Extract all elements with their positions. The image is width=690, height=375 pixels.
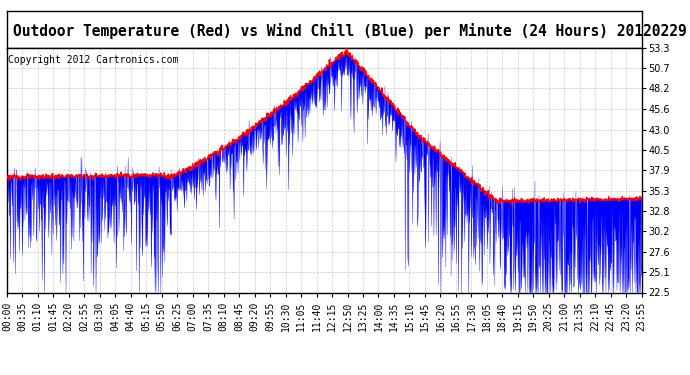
Text: Copyright 2012 Cartronics.com: Copyright 2012 Cartronics.com <box>8 55 179 65</box>
Text: Outdoor Temperature (Red) vs Wind Chill (Blue) per Minute (24 Hours) 20120229: Outdoor Temperature (Red) vs Wind Chill … <box>13 23 687 39</box>
